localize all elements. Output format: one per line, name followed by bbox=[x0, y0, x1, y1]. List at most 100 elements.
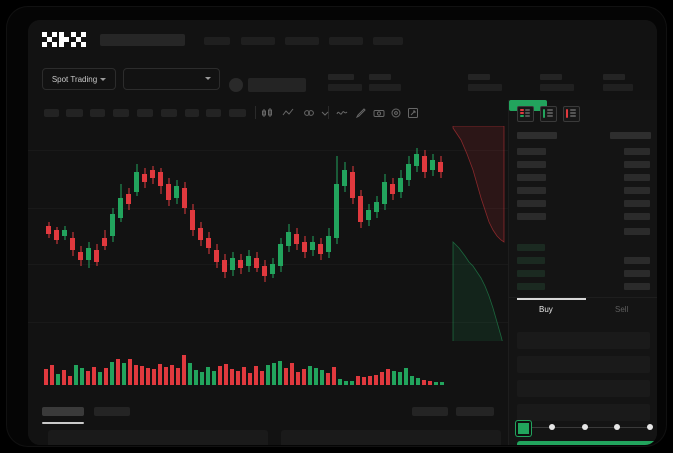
amount-slider-stop-100[interactable] bbox=[647, 424, 653, 430]
line-chart-icon[interactable] bbox=[282, 107, 294, 119]
candle-8 bbox=[102, 126, 107, 341]
chevron-down-icon[interactable] bbox=[319, 107, 331, 119]
wave-chart-icon[interactable] bbox=[336, 107, 348, 119]
orderbook-ask-price-5[interactable] bbox=[517, 200, 546, 207]
orderbook-bid-price-1[interactable] bbox=[517, 244, 545, 251]
price-chart[interactable] bbox=[28, 126, 508, 341]
stat-high-24h[interactable] bbox=[468, 74, 502, 91]
candle-35 bbox=[318, 126, 323, 341]
interval-button-5[interactable] bbox=[137, 109, 153, 117]
nav-item-2[interactable] bbox=[241, 37, 275, 45]
header-search-input[interactable] bbox=[100, 34, 185, 46]
market-type-selector[interactable]: Spot Trading bbox=[42, 68, 116, 90]
market-type-label: Spot Trading bbox=[51, 74, 98, 84]
candle-32 bbox=[294, 126, 299, 341]
volume-bar-9 bbox=[92, 367, 96, 385]
interval-button-7[interactable] bbox=[185, 109, 199, 117]
volume-bar-31 bbox=[224, 364, 228, 385]
candle-body bbox=[430, 160, 435, 170]
stat-low-24h[interactable] bbox=[540, 74, 574, 91]
amount-input[interactable] bbox=[517, 356, 650, 373]
drawing-tool-icon[interactable] bbox=[355, 107, 367, 119]
nav-item-1[interactable] bbox=[204, 37, 230, 45]
interval-button-6[interactable] bbox=[161, 109, 177, 117]
amount-slider-stop-50[interactable] bbox=[581, 424, 588, 430]
camera-icon[interactable] bbox=[373, 107, 385, 119]
stat-volume-24h[interactable] bbox=[603, 74, 633, 91]
gridline-3 bbox=[28, 264, 508, 265]
candlestick-chart-icon[interactable] bbox=[261, 107, 273, 119]
nav-item-4[interactable] bbox=[329, 37, 363, 45]
orderbook-bid-price-4[interactable] bbox=[517, 283, 545, 290]
orderbook-bid-price-2[interactable] bbox=[517, 257, 545, 264]
orderbook-view-bids-icon[interactable] bbox=[540, 106, 557, 122]
stat-last-price[interactable] bbox=[328, 74, 362, 91]
interval-button-3[interactable] bbox=[90, 109, 105, 117]
stat-last-price-value bbox=[328, 84, 362, 91]
volume-bar-3 bbox=[56, 374, 60, 385]
pair-name[interactable] bbox=[248, 78, 306, 92]
volume-bar-34 bbox=[242, 367, 246, 385]
volume-bar-17 bbox=[140, 366, 144, 385]
candle-6 bbox=[86, 126, 91, 341]
candle-50 bbox=[438, 126, 443, 341]
indicators-icon[interactable] bbox=[303, 107, 315, 119]
fullscreen-icon[interactable] bbox=[407, 107, 419, 119]
candle-body bbox=[174, 186, 179, 198]
pair-selector[interactable] bbox=[123, 68, 220, 90]
interval-button-9[interactable] bbox=[229, 109, 246, 117]
tab-buy[interactable]: Buy bbox=[539, 305, 553, 314]
candle-body bbox=[342, 170, 347, 186]
orderbook-view-asks-icon[interactable] bbox=[563, 106, 580, 122]
orderbook-ask-price-2[interactable] bbox=[517, 161, 546, 168]
volume-bar-28 bbox=[206, 367, 210, 385]
bottom-panel-right bbox=[281, 430, 501, 445]
candle-body bbox=[302, 242, 307, 252]
tab-open-orders[interactable] bbox=[42, 407, 84, 416]
stat-change-24h[interactable] bbox=[369, 74, 401, 91]
stat-change-24h-label bbox=[369, 74, 391, 80]
interval-button-1[interactable] bbox=[44, 109, 59, 117]
interval-button-2[interactable] bbox=[66, 109, 83, 117]
orderbook-bid-price-3[interactable] bbox=[517, 270, 545, 277]
volume-bar-61 bbox=[404, 368, 408, 385]
price-input[interactable] bbox=[517, 332, 650, 349]
orderbook-ask-price-4[interactable] bbox=[517, 187, 546, 194]
bottom-action-2[interactable] bbox=[456, 407, 494, 416]
coin-avatar bbox=[229, 78, 243, 92]
nav-item-5[interactable] bbox=[373, 37, 403, 45]
orderbook-ask-price-3[interactable] bbox=[517, 174, 546, 181]
order-book-rows[interactable] bbox=[509, 100, 657, 290]
volume-bar-19 bbox=[152, 369, 156, 385]
orderbook-ask-price-1[interactable] bbox=[517, 148, 546, 155]
tab-sell[interactable]: Sell bbox=[615, 305, 629, 314]
amount-slider-handle[interactable] bbox=[516, 421, 531, 436]
volume-bar-40 bbox=[278, 361, 282, 385]
settings-gear-icon[interactable] bbox=[390, 107, 402, 119]
volume-bar-11 bbox=[104, 368, 108, 385]
interval-button-8[interactable] bbox=[206, 109, 221, 117]
candle-body bbox=[206, 238, 211, 248]
candle-25 bbox=[238, 126, 243, 341]
orderbook-view-both-icon[interactable] bbox=[517, 106, 534, 122]
tab-order-history[interactable] bbox=[94, 407, 130, 416]
orderbook-ask-price-6[interactable] bbox=[517, 213, 546, 220]
total-input[interactable] bbox=[517, 380, 650, 397]
candle-body bbox=[270, 264, 275, 274]
amount-slider-stop-25[interactable] bbox=[548, 424, 555, 430]
interval-button-4[interactable] bbox=[113, 109, 129, 117]
volume-bar-49 bbox=[332, 367, 336, 385]
candle-17 bbox=[174, 126, 179, 341]
volume-bar-63 bbox=[416, 378, 420, 385]
available-row[interactable] bbox=[517, 404, 650, 421]
nav-item-3[interactable] bbox=[285, 37, 319, 45]
candle-body bbox=[150, 170, 155, 178]
buy-submit-button[interactable] bbox=[517, 441, 657, 445]
orderbook-ask-amount-6 bbox=[624, 213, 650, 220]
okx-logo[interactable] bbox=[42, 32, 88, 47]
candle-body bbox=[366, 210, 371, 220]
orderbook-last-price-amount bbox=[624, 228, 650, 235]
bottom-action-1[interactable] bbox=[412, 407, 448, 416]
orderbook-last-price-highlight[interactable] bbox=[509, 100, 547, 111]
amount-slider-stop-75[interactable] bbox=[614, 424, 621, 430]
